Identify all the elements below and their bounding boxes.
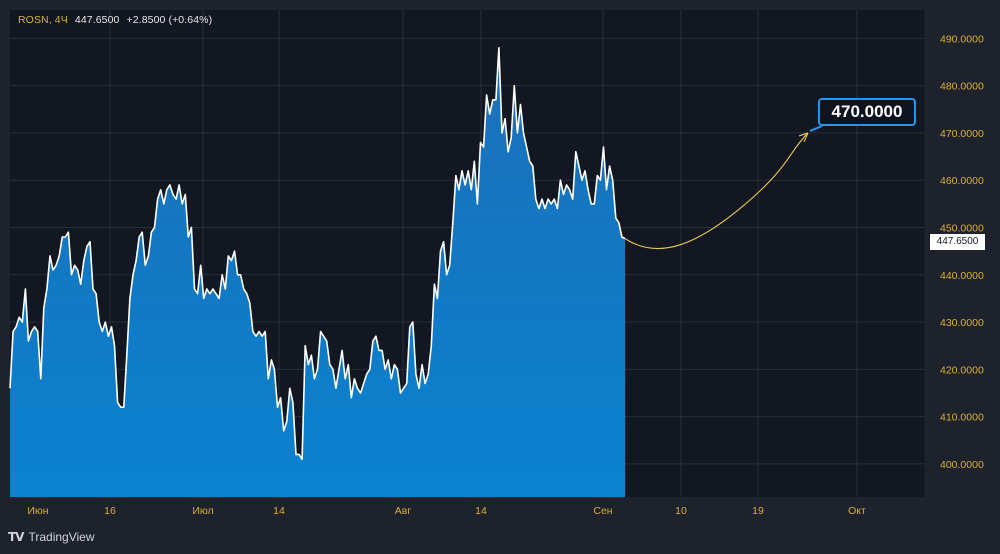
- x-tick-label: Сен: [593, 505, 612, 517]
- timeframe-label[interactable]: 4Ч: [54, 14, 68, 26]
- y-tick-label: 440.0000: [940, 270, 984, 282]
- forecast-arrow-head: [798, 132, 809, 143]
- x-tick-label: 19: [752, 505, 764, 517]
- y-tick-label: 410.0000: [940, 412, 984, 424]
- y-tick-label: 460.0000: [940, 175, 984, 187]
- x-tick-label: 10: [675, 505, 687, 517]
- last-price-axis-tag: 447.6500: [930, 234, 985, 250]
- symbol-name[interactable]: ROSN: [18, 14, 49, 26]
- x-tick-label: 14: [273, 505, 285, 517]
- x-tick-label: Окт: [848, 505, 866, 517]
- x-tick-label: Июл: [192, 505, 213, 517]
- x-tick-label: 14: [475, 505, 487, 517]
- y-tick-label: 420.0000: [940, 364, 984, 376]
- price-line[interactable]: [9, 47, 626, 460]
- symbol-header: ROSN, 4Ч 447.6500 +2.8500 (+0.64%): [18, 14, 213, 26]
- y-tick-label: 470.0000: [940, 128, 984, 140]
- tradingview-logo-icon: 𝗧𝗩: [8, 530, 25, 544]
- y-tick-label: 430.0000: [940, 317, 984, 329]
- last-price: 447.6500: [74, 14, 120, 26]
- x-tick-label: Авг: [395, 505, 412, 517]
- target-callout-pointer: [809, 125, 823, 132]
- y-tick-label: 490.0000: [940, 33, 984, 45]
- y-tick-label: 400.0000: [940, 459, 984, 471]
- x-tick-label: 16: [104, 505, 116, 517]
- brand-name: TradingView: [28, 530, 95, 544]
- price-change: +2.8500 (+0.64%): [126, 14, 213, 26]
- x-tick-label: Июн: [27, 505, 48, 517]
- tradingview-brand[interactable]: 𝗧𝗩 TradingView: [8, 530, 95, 544]
- price-area-fill: [10, 47, 625, 498]
- y-tick-label: 450.0000: [940, 222, 984, 234]
- forecast-target-label: 470.0000: [818, 98, 916, 126]
- y-tick-label: 480.0000: [940, 81, 984, 93]
- forecast-curve[interactable]: [624, 132, 809, 250]
